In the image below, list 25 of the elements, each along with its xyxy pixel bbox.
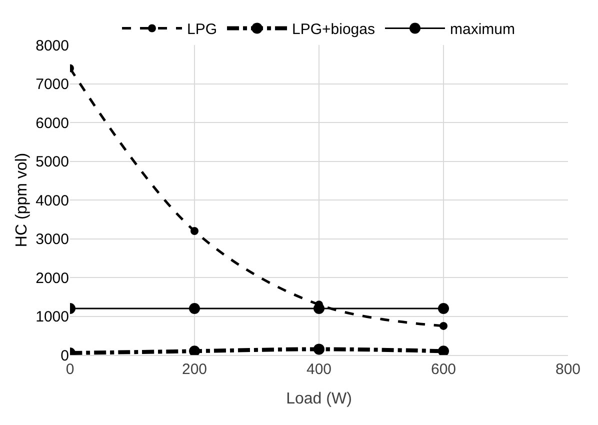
point bbox=[438, 346, 449, 355]
point bbox=[314, 344, 324, 355]
x-tick-label: 600 bbox=[430, 361, 456, 378]
point bbox=[189, 346, 200, 355]
point bbox=[438, 303, 449, 314]
y-tick-label: 5000 bbox=[36, 154, 69, 170]
point bbox=[190, 227, 198, 235]
point bbox=[189, 303, 200, 314]
y-tick-label: 7000 bbox=[36, 76, 69, 93]
x-tick-label: 200 bbox=[182, 361, 208, 378]
y-tick-label: 4000 bbox=[36, 192, 69, 210]
y-tick-label: 2000 bbox=[36, 270, 69, 287]
y-tick-label: 8000 bbox=[36, 37, 69, 54]
x-axis-title: Load (W) bbox=[286, 390, 352, 408]
legend-label: maximum bbox=[450, 21, 516, 38]
y-tick-label: 6000 bbox=[36, 114, 69, 132]
point bbox=[440, 322, 448, 330]
y-axis-title: HC (ppm vol) bbox=[14, 152, 31, 248]
y-tick-label: 0 bbox=[60, 347, 69, 364]
x-tick-label: 800 bbox=[555, 361, 581, 378]
legend-label: LPG+biogas bbox=[292, 21, 375, 38]
legend-label: LPG bbox=[187, 21, 218, 38]
y-tick-label: 1000 bbox=[36, 308, 69, 326]
x-tick-label: 400 bbox=[306, 361, 332, 378]
y-tick-label: 3000 bbox=[36, 231, 69, 248]
